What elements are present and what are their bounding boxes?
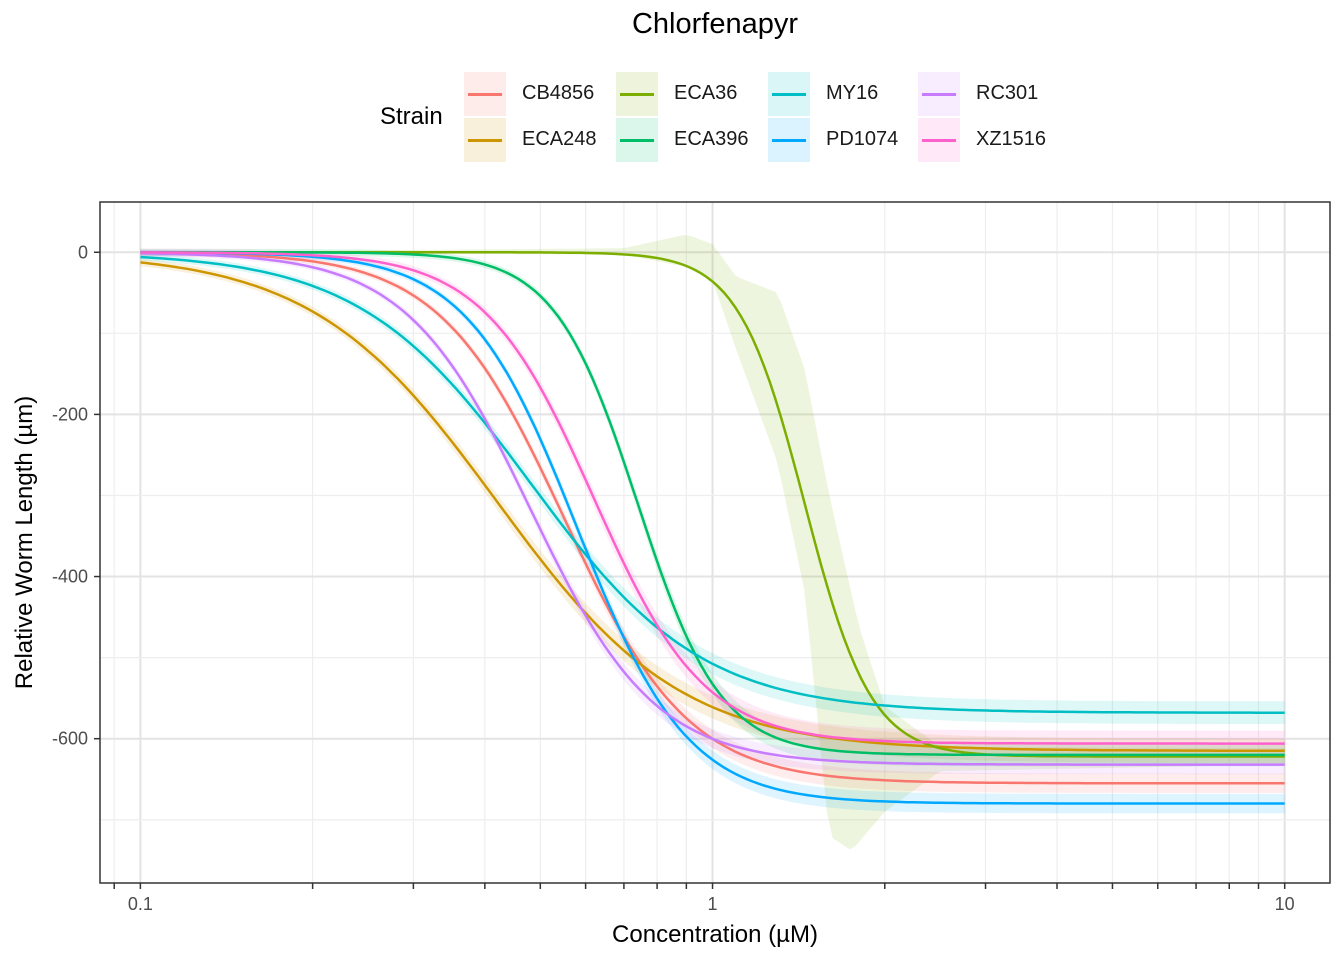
x-tick-label: 1 bbox=[708, 894, 718, 914]
legend-label: PD1074 bbox=[826, 128, 899, 150]
y-tick-label: -200 bbox=[52, 404, 88, 424]
legend-key-line bbox=[922, 93, 956, 96]
series-line-eca248 bbox=[140, 261, 1285, 753]
x-tick-label: 10 bbox=[1275, 894, 1295, 914]
series-line-pd1074 bbox=[140, 251, 1285, 805]
legend-label: MY16 bbox=[826, 82, 879, 104]
y-tick-label: -600 bbox=[52, 729, 88, 749]
y-tick-label: 0 bbox=[78, 242, 88, 262]
x-axis-label: Concentration (µM) bbox=[612, 921, 818, 948]
plot-panel bbox=[94, 201, 1331, 889]
legend-key-line bbox=[772, 139, 806, 142]
legend-label: ECA36 bbox=[674, 82, 738, 104]
legend-key-line bbox=[468, 139, 502, 142]
series-line-xz1516 bbox=[140, 251, 1285, 745]
x-tick-label: 0.1 bbox=[128, 894, 153, 914]
legend-key-line bbox=[922, 139, 956, 142]
legend-label: XZ1516 bbox=[976, 128, 1047, 150]
panel-background bbox=[100, 202, 1330, 883]
y-tick-label: -400 bbox=[52, 567, 88, 587]
y-axis-label: Relative Worm Length (µm) bbox=[11, 396, 38, 689]
legend-title: Strain bbox=[380, 103, 443, 130]
legend-key bbox=[616, 72, 658, 116]
series-line-my16 bbox=[140, 255, 1285, 714]
series-line-rc301 bbox=[140, 251, 1285, 766]
legend-label: RC301 bbox=[976, 82, 1039, 104]
legend-label: CB4856 bbox=[522, 82, 595, 104]
legend-key-line bbox=[772, 93, 806, 96]
legend-label: ECA396 bbox=[674, 128, 749, 150]
chart-title: Chlorfenapyr bbox=[631, 8, 799, 40]
legend-key bbox=[918, 118, 960, 162]
legend-key-line bbox=[620, 139, 654, 142]
legend-key bbox=[616, 118, 658, 162]
legend-key bbox=[918, 72, 960, 116]
legend-key bbox=[768, 72, 810, 116]
legend-key bbox=[768, 118, 810, 162]
panel-border bbox=[99, 201, 1331, 884]
series-line-eca396 bbox=[140, 251, 1285, 757]
legend-key-line bbox=[620, 93, 654, 96]
legend-key-line bbox=[468, 93, 502, 96]
legend-key bbox=[464, 72, 506, 116]
legend-label: ECA248 bbox=[522, 128, 597, 150]
legend-key bbox=[464, 118, 506, 162]
